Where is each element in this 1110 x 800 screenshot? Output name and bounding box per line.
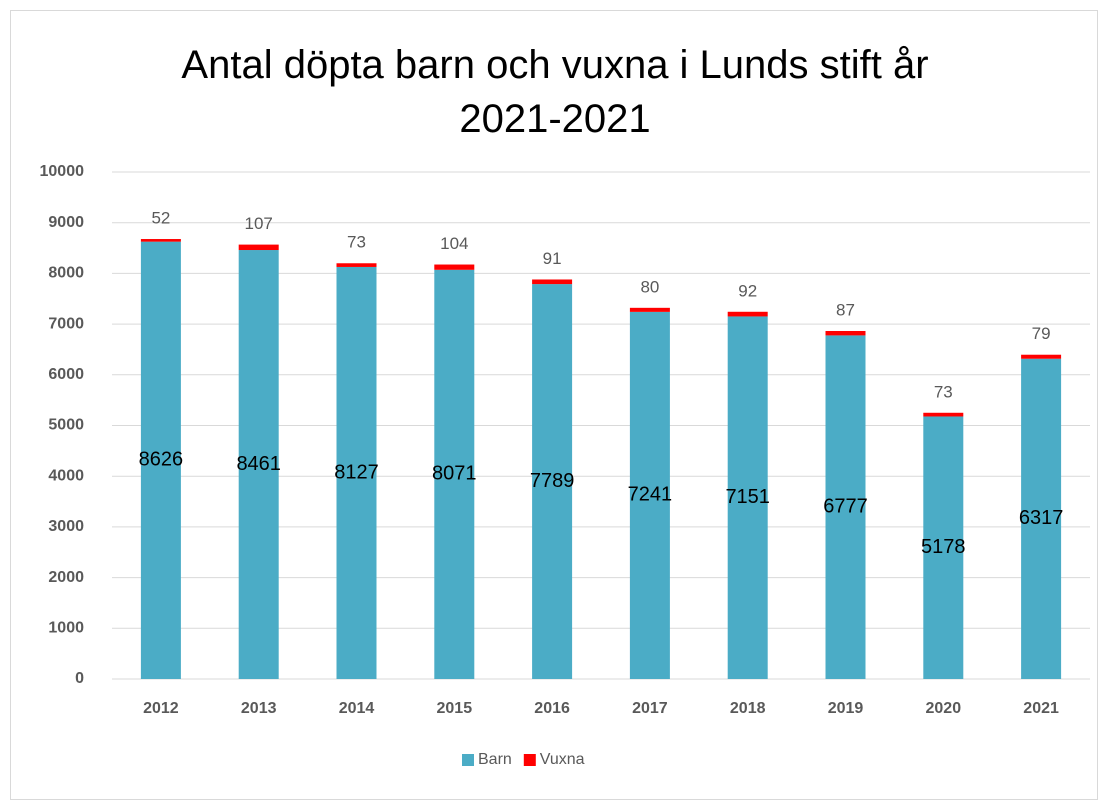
y-tick-label: 5000 bbox=[48, 417, 84, 434]
legend-swatch bbox=[462, 754, 474, 766]
data-label: 6317 bbox=[1019, 507, 1064, 529]
data-label: 5178 bbox=[921, 536, 966, 558]
y-tick-label: 9000 bbox=[48, 214, 84, 231]
y-tick-label: 1000 bbox=[48, 620, 84, 637]
data-label: 7151 bbox=[725, 486, 770, 508]
x-tick-label: 2014 bbox=[339, 700, 375, 717]
bar-segment bbox=[238, 244, 279, 251]
y-tick-label: 10000 bbox=[40, 163, 85, 180]
data-label: 104 bbox=[440, 234, 468, 253]
bar-segment bbox=[336, 266, 377, 679]
y-tick-label: 8000 bbox=[48, 265, 84, 282]
legend-swatch bbox=[523, 754, 536, 766]
bar-segment bbox=[727, 316, 768, 679]
y-tick-label: 0 bbox=[75, 670, 84, 687]
legend-label: Vuxna bbox=[540, 751, 585, 768]
x-tick-label: 2018 bbox=[730, 700, 766, 717]
x-tick-label: 2013 bbox=[241, 700, 277, 717]
data-label: 92 bbox=[738, 281, 757, 300]
bar-segment bbox=[629, 311, 670, 679]
chart-title: Antal döpta barn och vuxna i Lunds stift… bbox=[181, 43, 929, 141]
bar-segment bbox=[336, 263, 377, 267]
data-label: 91 bbox=[543, 249, 562, 268]
y-tick-label: 2000 bbox=[48, 569, 84, 586]
data-label: 107 bbox=[245, 214, 273, 233]
bar-segment bbox=[727, 311, 768, 317]
x-tick-label: 2015 bbox=[437, 700, 473, 717]
x-tick-label: 2016 bbox=[534, 700, 570, 717]
bar-segment bbox=[532, 284, 573, 679]
y-tick-label: 7000 bbox=[48, 315, 84, 332]
data-label: 80 bbox=[640, 277, 659, 296]
data-label: 6777 bbox=[823, 495, 868, 517]
data-label: 8461 bbox=[236, 453, 281, 475]
y-tick-label: 6000 bbox=[48, 366, 84, 383]
y-tick-label: 4000 bbox=[48, 467, 84, 484]
legend-label: Barn bbox=[478, 751, 512, 768]
x-tick-label: 2020 bbox=[926, 700, 962, 717]
data-label: 8071 bbox=[432, 463, 477, 485]
bar-segment bbox=[140, 239, 181, 242]
data-label: 8127 bbox=[334, 461, 379, 483]
data-label: 52 bbox=[151, 209, 170, 228]
bar-segment bbox=[923, 416, 964, 679]
data-label: 73 bbox=[347, 233, 366, 252]
x-tick-label: 2021 bbox=[1023, 700, 1059, 717]
data-label: 8626 bbox=[139, 449, 184, 471]
bar-segment bbox=[825, 335, 866, 679]
x-tick-label: 2019 bbox=[828, 700, 864, 717]
bar-segment bbox=[923, 412, 964, 417]
bar-segment bbox=[629, 307, 670, 312]
data-label: 7241 bbox=[628, 484, 673, 506]
bar-segment bbox=[140, 241, 181, 679]
bar-segment bbox=[532, 279, 573, 285]
data-label: 7789 bbox=[530, 470, 575, 492]
data-label: 87 bbox=[836, 300, 855, 319]
y-tick-label: 3000 bbox=[48, 518, 84, 535]
bar-segment bbox=[238, 250, 279, 680]
x-tick-label: 2017 bbox=[632, 700, 668, 717]
x-tick-label: 2012 bbox=[143, 700, 179, 717]
bar-segment bbox=[1021, 358, 1062, 679]
bar-segment bbox=[1021, 354, 1062, 359]
bar-segment bbox=[825, 330, 866, 336]
data-label: 73 bbox=[934, 382, 953, 401]
bar-segment bbox=[434, 264, 475, 270]
bar-segment bbox=[434, 269, 475, 679]
data-label: 79 bbox=[1032, 324, 1051, 343]
